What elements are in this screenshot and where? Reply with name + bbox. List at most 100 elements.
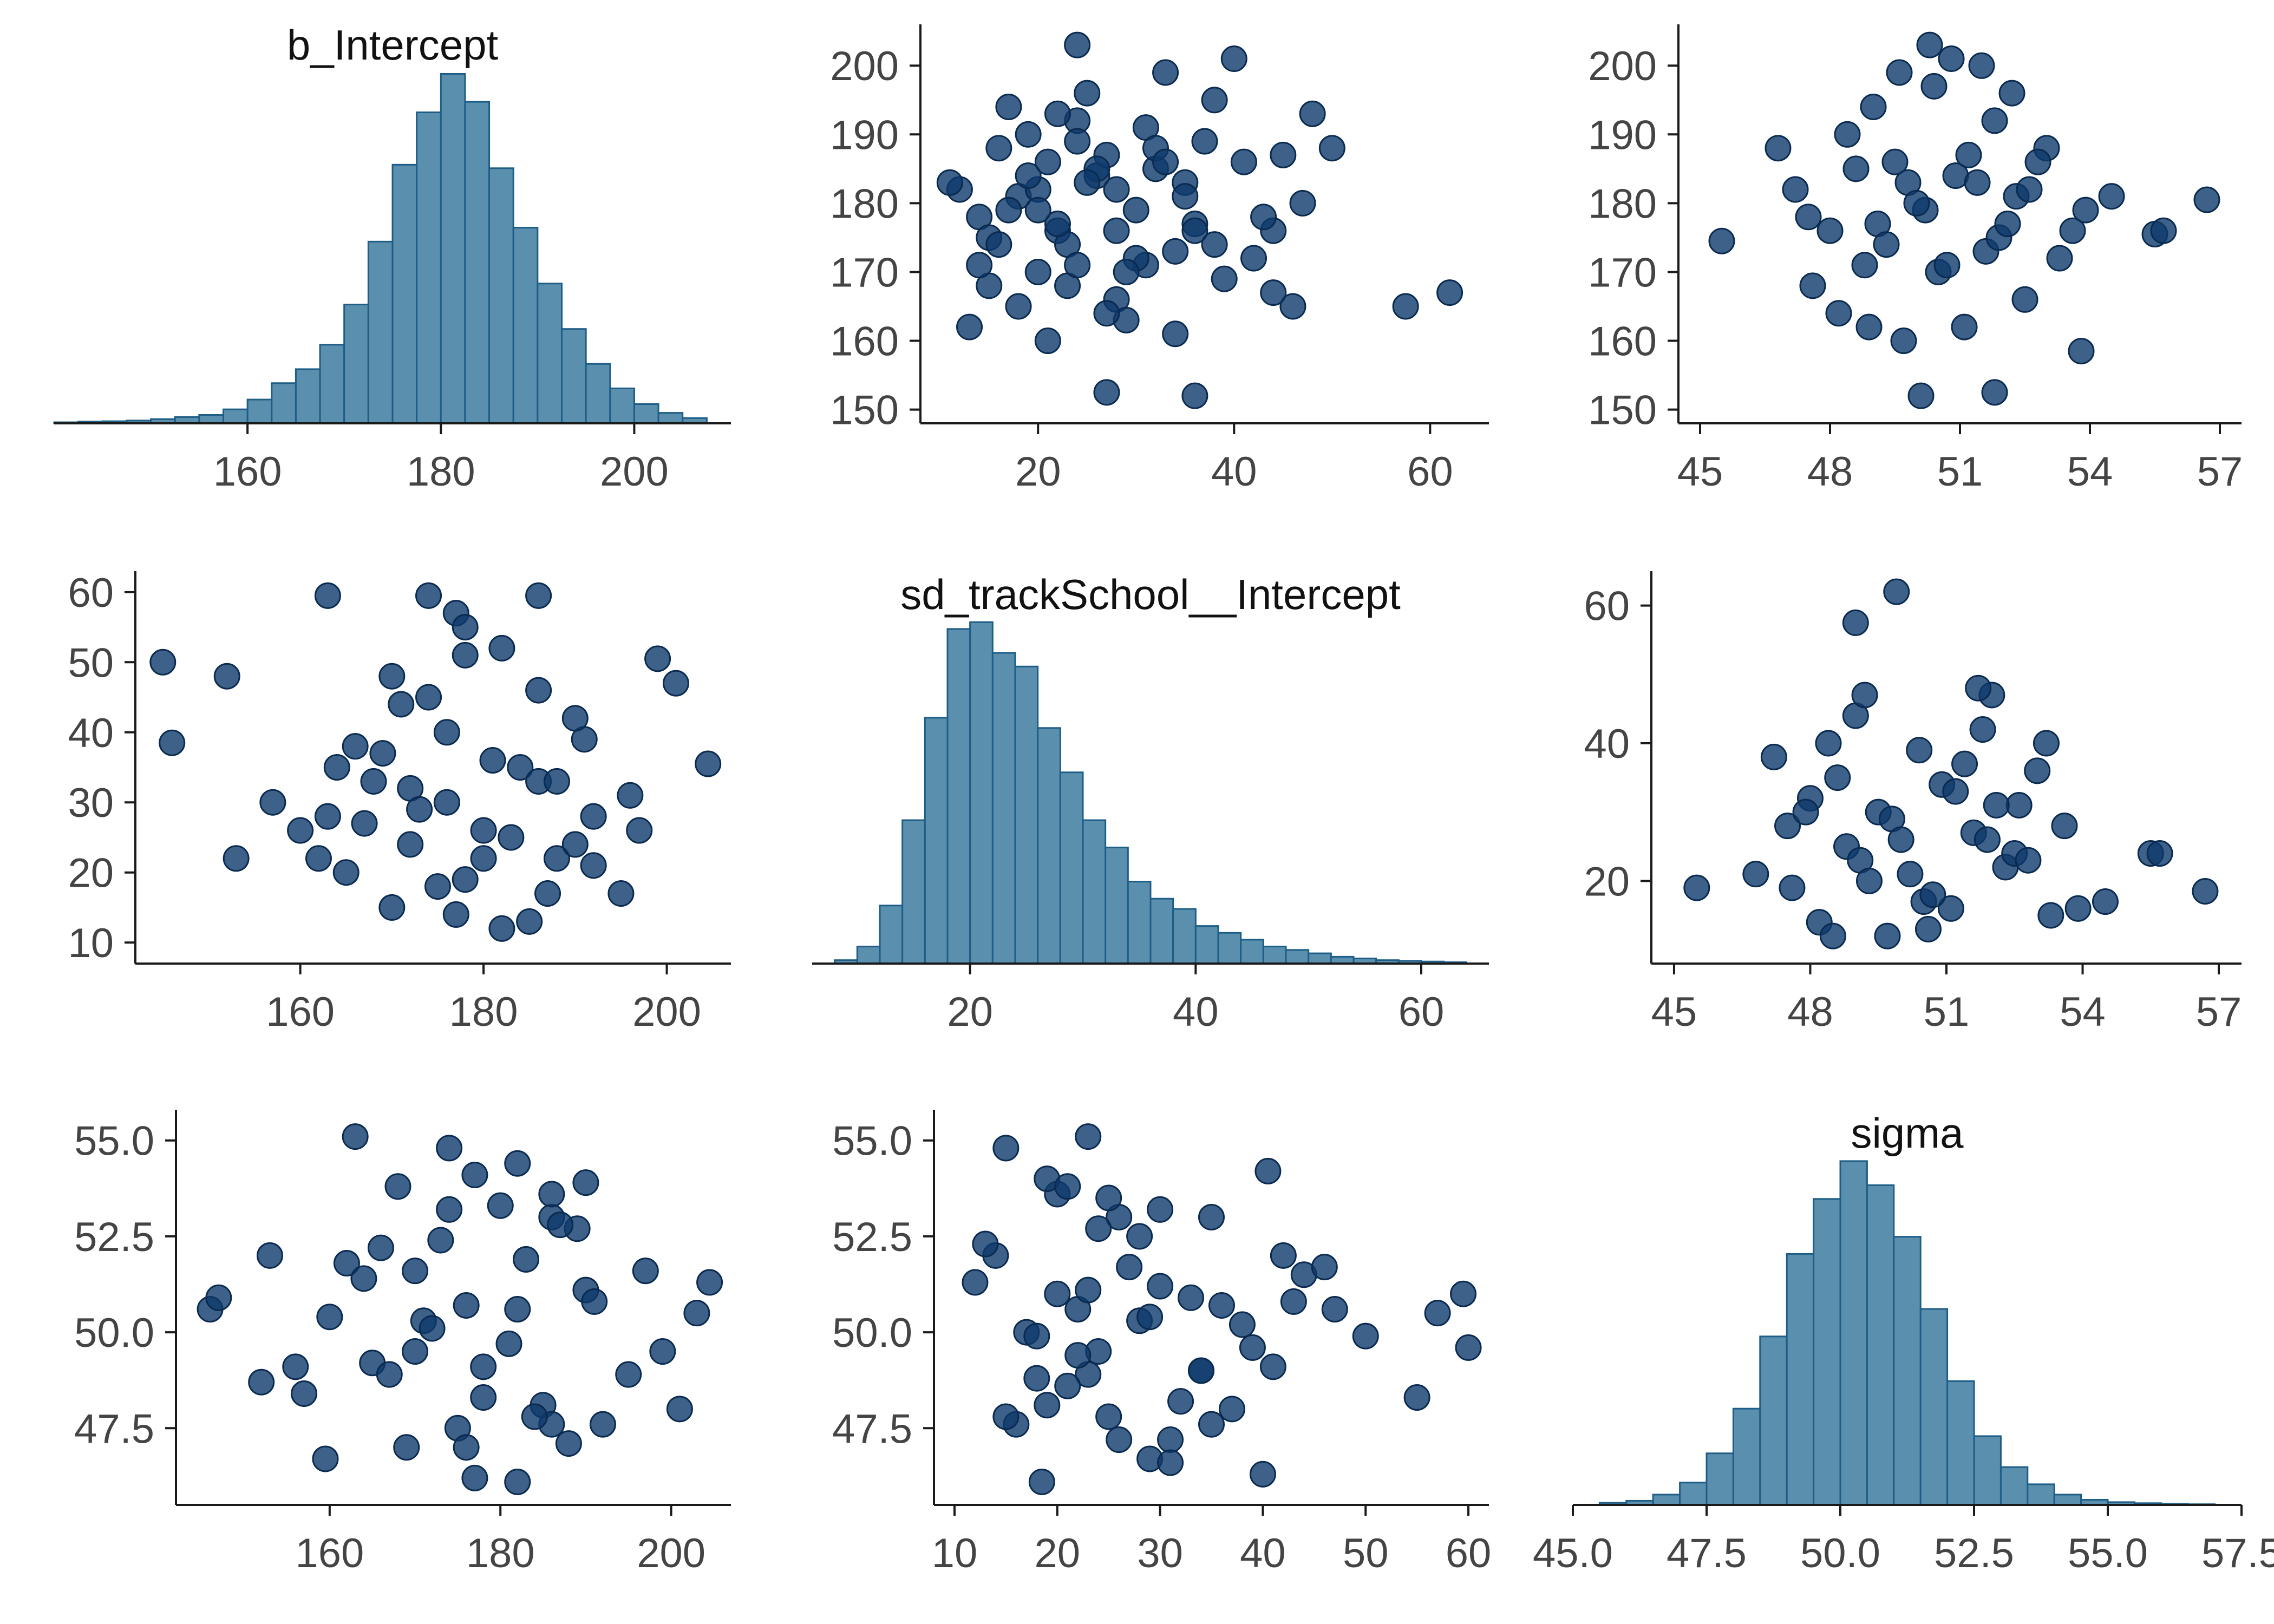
scatter-point <box>525 582 552 609</box>
scatter-point <box>433 789 460 816</box>
scatter-point <box>312 1445 339 1472</box>
scatter-point <box>1024 197 1051 224</box>
scatter-point <box>1887 826 1914 853</box>
histogram-bar <box>537 283 563 424</box>
scatter-point <box>2037 902 2064 929</box>
scatter-point <box>1044 211 1071 237</box>
scatter-point <box>1903 189 1930 217</box>
scatter-point <box>555 1430 582 1457</box>
scatter-point <box>291 1380 318 1407</box>
scatter-point <box>1981 379 2008 406</box>
scatter-point <box>580 803 607 830</box>
scatter-point <box>1064 1342 1092 1369</box>
x-tick-label: 60 <box>1446 1530 1492 1576</box>
scatter-point <box>256 1242 283 1269</box>
scatter-point <box>956 313 983 340</box>
scatter-point <box>1270 1242 1297 1269</box>
scatter-point <box>1779 874 1806 901</box>
histogram-bar <box>1732 1407 1761 1506</box>
scatter-point <box>1955 141 1982 168</box>
scatter-point <box>305 845 332 872</box>
y-tick-label: 200 <box>1588 43 1657 89</box>
histogram-bar <box>512 226 539 424</box>
scatter-point <box>1162 320 1189 348</box>
scatter-point <box>1157 1449 1184 1476</box>
scatter-point <box>2064 895 2092 922</box>
x-tick-label: 160 <box>213 449 282 495</box>
scatter-point <box>1933 252 1961 279</box>
x-tick-label: 45.0 <box>1533 1530 1613 1576</box>
scatter-point <box>985 135 1012 162</box>
scatter-point <box>259 789 286 816</box>
scatter-point <box>1034 328 1061 355</box>
scatter-point <box>470 845 497 872</box>
scatter-point <box>384 1173 411 1200</box>
x-tick-label: 57 <box>2197 449 2243 495</box>
panel-r0c1: 20 40 60 150 160 170 180 190 200 <box>830 24 1489 495</box>
scatter-point <box>378 663 406 690</box>
histogram-bar <box>464 101 491 424</box>
scatter-point <box>936 169 963 196</box>
scatter-point <box>1920 73 1948 100</box>
histogram-bar <box>1999 1466 2029 1506</box>
y-tick-label: 10 <box>68 920 114 966</box>
histogram-bar <box>1082 819 1107 965</box>
scatter-point <box>452 866 479 893</box>
scatter-point <box>1240 245 1267 272</box>
scatter-point <box>1005 293 1032 320</box>
scatter-point <box>2016 176 2043 203</box>
scatter-point <box>433 719 460 746</box>
scatter-point <box>1874 922 1901 949</box>
histogram-bar <box>1037 727 1061 965</box>
y-tick-label: 150 <box>1588 388 1657 434</box>
scatter-point <box>615 1361 642 1388</box>
scatter-point <box>1819 922 1846 949</box>
scatter-point <box>287 817 314 844</box>
scatter-point <box>487 1192 514 1219</box>
scatter-point <box>2193 186 2220 213</box>
histogram-bar <box>1240 939 1264 965</box>
x-tick-label: 51 <box>1937 449 1983 495</box>
scatter-point <box>1765 135 1792 162</box>
scatter-point <box>316 1304 343 1331</box>
scatter-point <box>1198 1411 1225 1438</box>
scatter-point <box>402 1338 429 1365</box>
scatter-point <box>1211 265 1238 292</box>
scatter-point <box>1855 313 1883 340</box>
scatter-point <box>962 1269 989 1296</box>
scatter-point <box>1683 874 1710 901</box>
scatter-point <box>1860 93 1887 120</box>
scatter-point <box>580 852 607 879</box>
scatter-point <box>1191 128 1218 155</box>
histogram-bar <box>1217 932 1242 965</box>
scatter-point <box>1883 578 1910 605</box>
x-tick-label: 200 <box>637 1530 705 1576</box>
scatter-point <box>397 831 424 858</box>
scatter-point <box>1873 231 1900 258</box>
scatter-point <box>223 845 250 872</box>
scatter-point <box>453 1434 480 1461</box>
scatter-point <box>479 747 506 774</box>
histogram-bar <box>991 652 1016 965</box>
scatter-point <box>1095 1403 1122 1430</box>
scatter-point <box>2146 840 2173 867</box>
x-tick-label: 40 <box>1173 989 1219 1035</box>
scatter-point <box>1147 1273 1174 1300</box>
scatter-point <box>1074 80 1101 107</box>
histogram-bar <box>246 398 273 424</box>
histogram-bar <box>609 387 635 424</box>
x-tick-label: 160 <box>295 1530 364 1576</box>
y-tick-label: 150 <box>830 388 899 434</box>
scatter-point <box>1851 682 1878 709</box>
histogram-bar <box>1946 1380 1975 1506</box>
scatter-point <box>1106 1426 1133 1453</box>
x-tick-label: 51 <box>1924 989 1970 1035</box>
scatter-point <box>2024 757 2051 784</box>
y-tick-label: 50.0 <box>74 1310 154 1356</box>
histogram-bar <box>1866 1184 1895 1506</box>
scatter-point <box>1075 1276 1102 1304</box>
histogram-bar <box>271 382 297 424</box>
scatter-point <box>1842 609 1869 636</box>
scatter-point <box>543 768 570 795</box>
scatter-point <box>1152 148 1179 175</box>
